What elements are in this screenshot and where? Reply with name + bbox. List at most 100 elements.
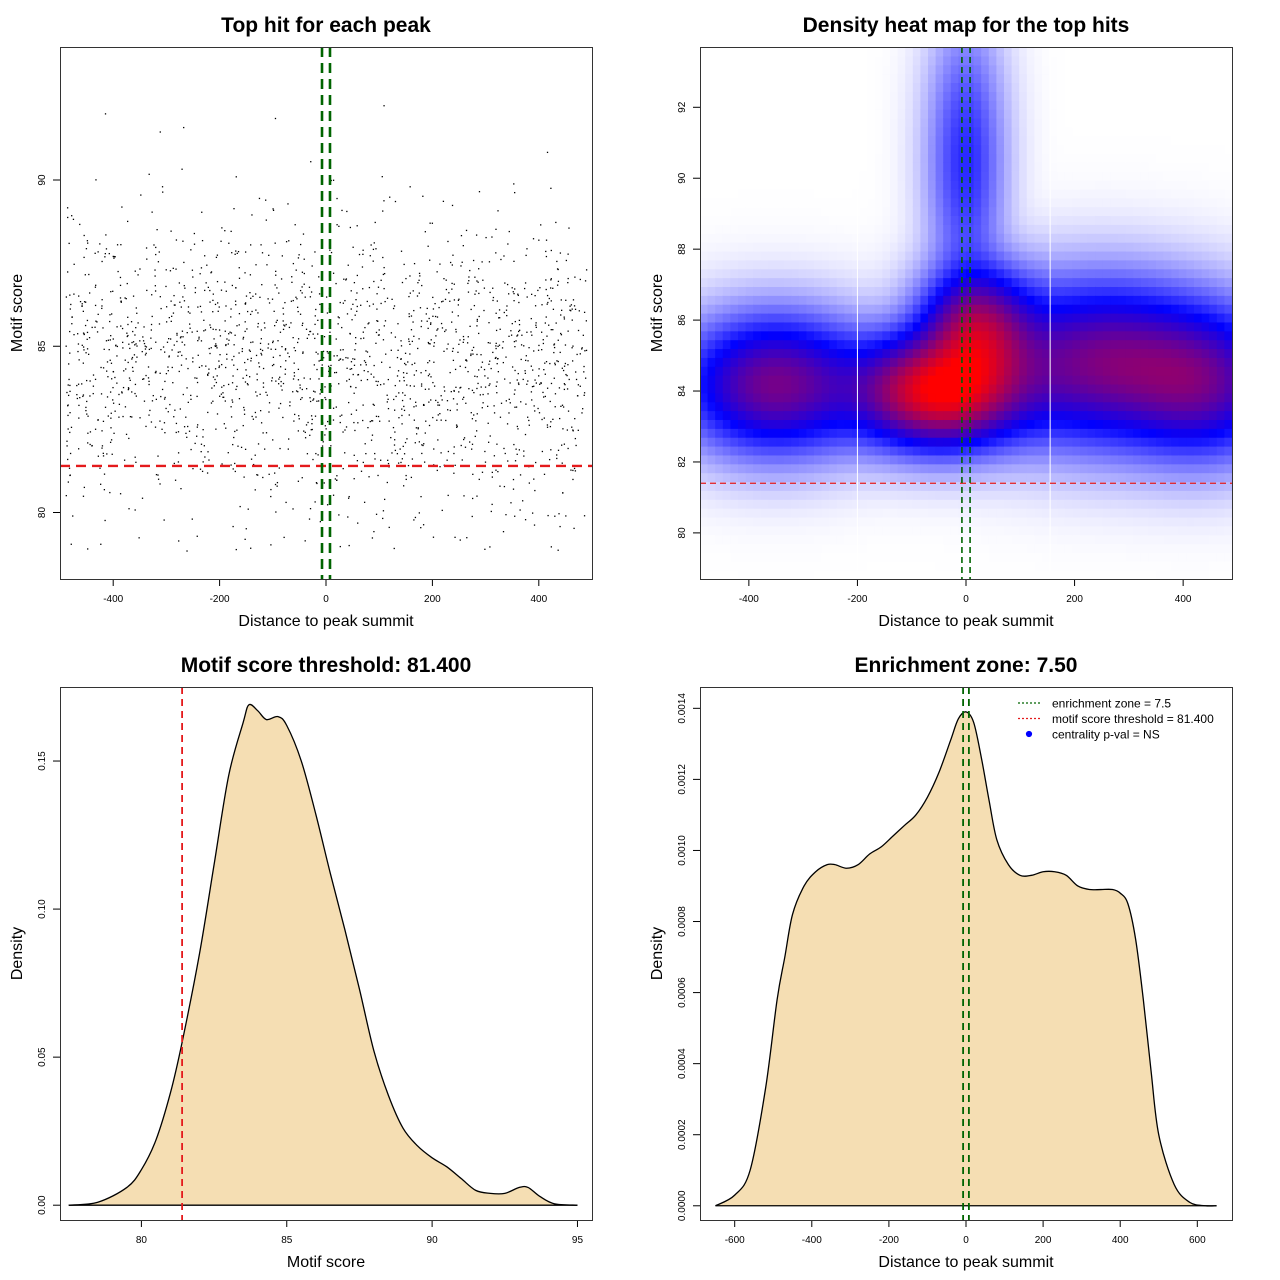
heatmap-cell (844, 47, 853, 57)
heatmap-cell (996, 339, 1005, 350)
heatmap-cell (722, 525, 731, 536)
heatmap-cell (950, 144, 959, 154)
heatmap-cell (981, 490, 990, 500)
heatmap-cell (753, 463, 762, 474)
scatter-point (574, 308, 577, 310)
heatmap-cell (928, 295, 937, 305)
heatmap-cell (950, 490, 959, 500)
heatmap-cell (981, 277, 990, 287)
heatmap-cell (715, 197, 724, 208)
heatmap-cell (738, 446, 747, 456)
heatmap-cell (1057, 339, 1066, 350)
scatter-point (563, 383, 566, 385)
scatter-point (298, 415, 300, 417)
scatter-point (157, 474, 159, 476)
heatmap-cell (1004, 47, 1013, 57)
heatmap-cell (874, 259, 883, 270)
scatter-point (326, 350, 328, 353)
heatmap-cell (715, 250, 724, 261)
heatmap-cell (981, 552, 990, 562)
scatter-point (183, 284, 185, 287)
scatter-point (326, 504, 329, 506)
heatmap-cell (722, 428, 731, 438)
heatmap-cell (768, 543, 777, 553)
scatter-point (424, 388, 427, 390)
scatter-point (348, 544, 350, 547)
heatmap-cell (745, 525, 754, 536)
heatmap-cell (776, 206, 785, 217)
scatter-point (151, 315, 153, 318)
scatter-point (511, 366, 514, 368)
scatter-point (295, 296, 297, 298)
heatmap-cell (829, 47, 838, 57)
heatmap-cell (1011, 162, 1020, 172)
heatmap-cell (798, 472, 807, 483)
heatmap-cell (950, 437, 959, 447)
heatmap-cell (776, 171, 785, 181)
heatmap-cell (958, 188, 967, 199)
heatmap-cell (798, 277, 807, 287)
scatter-point (437, 439, 439, 441)
heatmap-cell (1057, 481, 1066, 491)
scatter-point (410, 329, 413, 331)
scatter-point (517, 372, 519, 375)
scatter-point (272, 439, 274, 441)
heatmap-cell (1026, 383, 1035, 394)
heatmap-cell (783, 286, 792, 296)
heatmap-cell (707, 197, 716, 208)
heatmap-cell (738, 126, 747, 137)
scatter-point (496, 381, 498, 383)
heatmap-cell (1072, 525, 1081, 536)
heatmap-cell (882, 233, 891, 243)
heatmap-cell (844, 91, 853, 101)
scatter-point (254, 411, 257, 414)
heatmap-cell (890, 304, 899, 314)
scatter-point (68, 378, 70, 381)
heatmap-cell (776, 375, 785, 385)
heatmap-cell (973, 304, 982, 314)
scatter-point (127, 361, 129, 364)
scatter-point (209, 301, 211, 303)
heatmap-cell (950, 552, 959, 562)
heatmap-cell (798, 171, 807, 181)
scatter-point (69, 294, 71, 296)
heatmap-cell (890, 481, 899, 491)
scatter-point (68, 467, 71, 469)
scatter-point (67, 405, 69, 407)
scatter-point (368, 286, 371, 289)
scatter-point (409, 398, 411, 400)
heatmap-cell (760, 534, 769, 545)
heatmap-cell (912, 215, 921, 225)
heatmap-cell (707, 295, 716, 305)
heatmap-cell (867, 419, 876, 429)
scatter-point (454, 368, 457, 371)
scatter-point (546, 294, 549, 297)
heatmap-cell (897, 366, 906, 376)
scatter-point (179, 351, 181, 353)
heatmap-cell (1004, 481, 1013, 491)
heatmap-cell (958, 490, 967, 500)
heatmap-cell (791, 525, 800, 536)
heatmap-cell (943, 100, 952, 110)
heatmap-cell (996, 428, 1005, 438)
scatter-point (317, 319, 319, 321)
heatmap-cell (1042, 268, 1051, 279)
heatmap-cell (776, 383, 785, 394)
chart-title: Top hit for each peak (221, 14, 431, 37)
heatmap-cell (981, 144, 990, 154)
scatter-point (509, 402, 511, 404)
heatmap-cell (806, 259, 815, 270)
scatter-point (92, 374, 95, 376)
scatter-point (89, 380, 91, 382)
heatmap-cell (1004, 126, 1013, 137)
heatmap-cell (950, 100, 959, 110)
x-axis-label: Distance to peak summit (238, 613, 414, 630)
heatmap-cell (806, 339, 815, 350)
scatter-point (513, 443, 515, 446)
scatter-point (282, 416, 284, 419)
scatter-point (211, 387, 213, 389)
heatmap-cell (730, 277, 739, 287)
heatmap-cell (783, 321, 792, 332)
heatmap-cell (920, 55, 929, 66)
heatmap-cell (821, 313, 830, 323)
